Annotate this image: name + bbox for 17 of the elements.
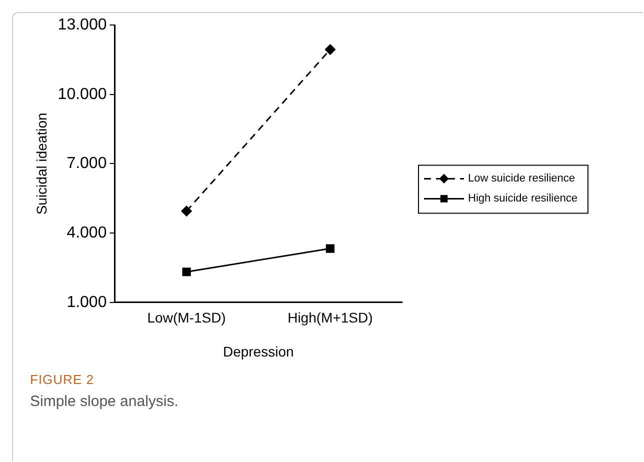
y-axis-title: Suicidal ideation bbox=[33, 112, 50, 215]
point bbox=[326, 244, 334, 253]
y-tick-label: 10.000 bbox=[58, 86, 107, 103]
x-tick-label: High(M+1SD) bbox=[288, 310, 373, 326]
legend-label: High suicide resilience bbox=[468, 192, 578, 205]
caption: FIGURE 2 bbox=[30, 372, 95, 387]
point bbox=[181, 206, 192, 216]
point bbox=[324, 44, 336, 55]
y-tick-label: 1.000 bbox=[66, 294, 107, 311]
y-tick-label: 7.000 bbox=[66, 155, 107, 172]
point bbox=[182, 268, 191, 276]
y-tick-label: 4.000 bbox=[66, 224, 107, 242]
legend-label: Low suicide resilience bbox=[468, 172, 575, 185]
text: Simple slope analysis. bbox=[30, 393, 178, 410]
x-tick-label: Low(M-1SD) bbox=[147, 310, 226, 326]
x-axis-title: Depression bbox=[222, 343, 294, 360]
y-tick-label: 13.000 bbox=[58, 16, 107, 34]
